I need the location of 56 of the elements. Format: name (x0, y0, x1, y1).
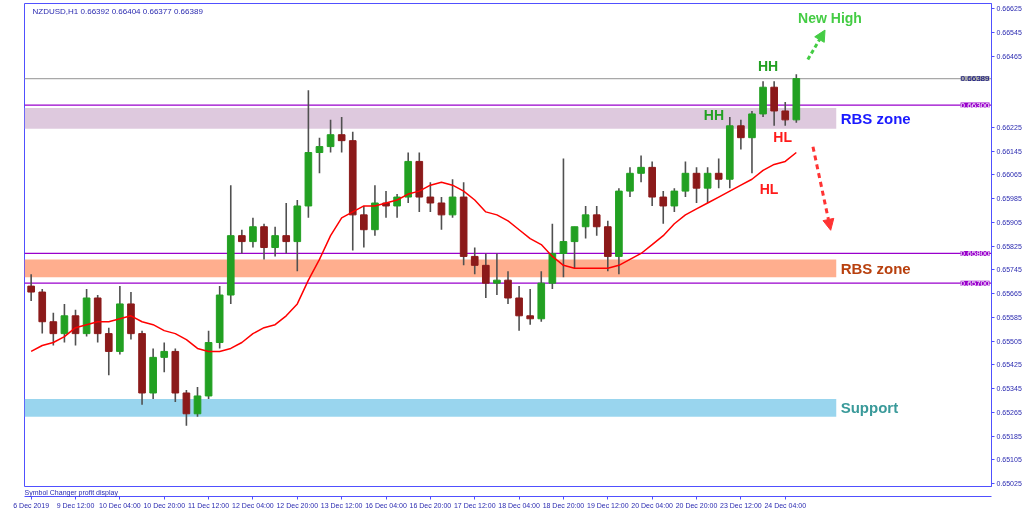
candlestick (160, 341, 169, 374)
candlestick (770, 80, 778, 127)
candlestick (426, 181, 435, 213)
candlestick (104, 326, 113, 376)
candlestick (781, 101, 790, 127)
candlestick (737, 119, 745, 151)
candlestick (581, 205, 590, 240)
candlestick (182, 389, 191, 427)
candlestick (470, 246, 479, 276)
candlestick (382, 190, 390, 219)
candlestick (681, 160, 690, 198)
candlestick (481, 252, 490, 299)
candlestick (714, 157, 723, 189)
candlestick (703, 166, 712, 204)
candlestick (260, 222, 268, 261)
band-label: RBS zone (840, 109, 911, 127)
candlestick (249, 217, 257, 249)
candlestick (670, 187, 679, 213)
annotation: HL (759, 181, 779, 198)
ref-line-label: 0.65700 (960, 278, 991, 288)
chart-title: NZDUSD,H1 0.66392 0.66404 0.66377 0.66389 (32, 6, 204, 16)
candlestick (692, 166, 701, 204)
ref-line-label: 0.65800 (960, 248, 991, 258)
candlestick (315, 136, 324, 175)
candlestick (637, 154, 645, 184)
candlestick (493, 252, 501, 296)
ref-line-label: 0.66389 (960, 74, 991, 84)
candlestick (193, 386, 202, 418)
candlestick (271, 225, 279, 258)
line-series (30, 151, 798, 353)
candlestick (659, 190, 668, 225)
candlestick (748, 110, 756, 175)
candlestick (526, 288, 535, 326)
candlestick (570, 225, 579, 270)
candlestick (27, 273, 35, 302)
candlestick (282, 202, 291, 255)
candlestick (49, 312, 58, 347)
annotation: HH (758, 58, 779, 75)
annotation: HL (773, 128, 793, 145)
candlestick (504, 270, 512, 305)
candlestick (592, 205, 601, 237)
candlestick (326, 119, 335, 154)
candlestick (360, 205, 368, 249)
candlestick (559, 157, 568, 279)
candlestick (337, 116, 346, 154)
candlestick (448, 178, 457, 219)
candlestick (60, 303, 69, 344)
ref-line-label: 0.66300 (960, 100, 991, 110)
band-label: Support (840, 399, 899, 417)
band-label: RBS zone (840, 259, 911, 277)
candlestick (626, 166, 634, 198)
annotation: New High (798, 9, 862, 26)
candlestick (437, 196, 446, 231)
candlestick (515, 285, 523, 332)
candlestick (238, 228, 246, 255)
annotation: HH (703, 107, 725, 124)
